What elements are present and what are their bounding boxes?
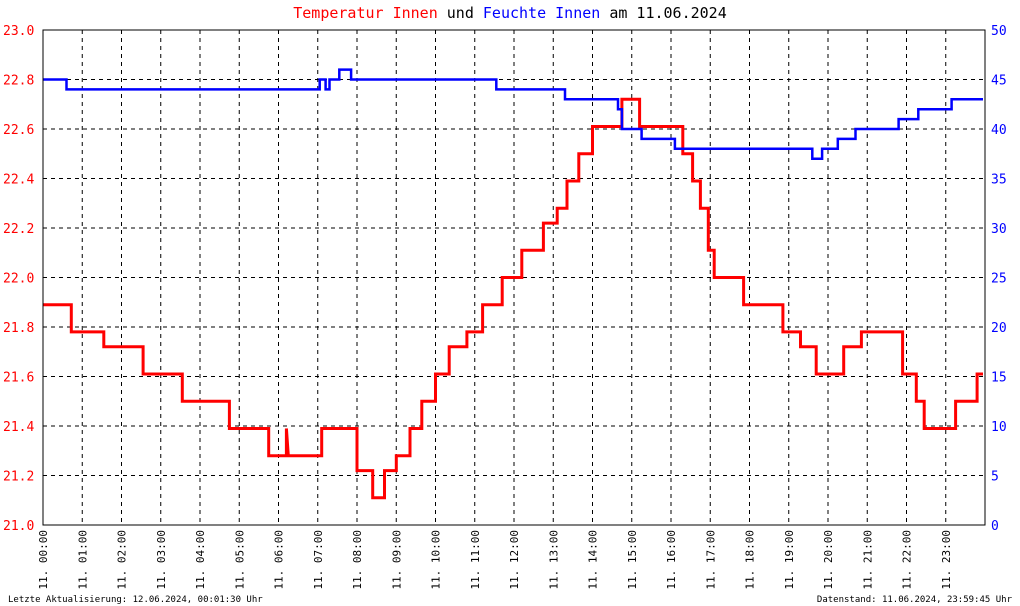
x-tick-label: 11. 04:00 [194, 530, 207, 590]
x-tick-label: 11. 08:00 [351, 530, 364, 590]
footer-left: Letzte Aktualisierung: 12.06.2024, 00:01… [8, 595, 263, 605]
y-right-tick-label: 40 [991, 123, 1007, 138]
y-left-tick-label: 21.2 [3, 470, 34, 485]
y-right-tick-label: 20 [991, 321, 1007, 336]
y-left-tick-label: 22.4 [3, 173, 34, 188]
x-tick-label: 11. 15:00 [626, 530, 639, 590]
y-left-tick-label: 21.8 [3, 321, 34, 336]
y-right-tick-label: 10 [991, 420, 1007, 435]
x-axis: 11. 00:00 11. 01:00 11. 02:00 11. 03:00 11. … [37, 530, 953, 590]
y-axis-left: 21.0 21.2 21.4 21.6 21.8 22.0 22.2 22.4 22.6 22.8… [3, 24, 34, 534]
x-tick-label: 11. 05:00 [233, 530, 246, 590]
y-right-tick-label: 25 [991, 272, 1007, 287]
grid [43, 30, 985, 525]
x-tick-label: 11. 12:00 [508, 530, 521, 590]
y-right-tick-label: 5 [991, 470, 999, 485]
y-right-tick-label: 15 [991, 371, 1007, 386]
x-tick-label: 11. 16:00 [665, 530, 678, 590]
chart-title-part: Feuchte Innen [483, 4, 600, 22]
x-tick-label: 11. 01:00 [76, 530, 89, 590]
x-tick-label: 11. 18:00 [744, 530, 757, 590]
y-right-tick-label: 45 [991, 74, 1007, 89]
chart-title-part: am 11.06.2024 [600, 4, 726, 22]
series-line-feuchte [43, 68, 983, 160]
x-tick-label: 11. 11:00 [469, 530, 482, 590]
y-right-tick-label: 50 [991, 24, 1007, 39]
x-tick-label: 11. 07:00 [312, 530, 325, 590]
y-axis-right: 0 5 10 15 20 25 30 35 40 45 50 [991, 24, 1007, 534]
y-left-tick-label: 21.0 [3, 519, 34, 534]
y-left-tick-label: 22.0 [3, 272, 34, 287]
x-tick-label: 11. 00:00 [37, 530, 50, 590]
x-tick-label: 11. 02:00 [116, 530, 129, 590]
y-left-tick-label: 22.8 [3, 74, 34, 89]
x-tick-label: 11. 06:00 [273, 530, 286, 590]
series-group [43, 68, 983, 500]
x-tick-label: 11. 21:00 [861, 530, 874, 590]
x-tick-label: 11. 03:00 [155, 530, 168, 590]
x-tick-label: 11. 22:00 [901, 530, 914, 590]
y-right-tick-label: 35 [991, 173, 1007, 188]
x-tick-label: 11. 23:00 [940, 530, 953, 590]
x-tick-label: 11. 17:00 [704, 530, 717, 590]
y-left-tick-label: 21.6 [3, 371, 34, 386]
y-right-tick-label: 0 [991, 519, 999, 534]
x-tick-label: 11. 20:00 [822, 530, 835, 590]
plot-frame [42, 29, 986, 526]
chart-title: Temperatur Innen und Feuchte Innen am 11… [293, 4, 727, 22]
x-tick-label: 11. 14:00 [587, 530, 600, 590]
y-left-tick-label: 22.2 [3, 222, 34, 237]
x-tick-label: 11. 10:00 [430, 530, 443, 590]
footer-right: Datenstand: 11.06.2024, 23:59:45 Uhr [817, 595, 1013, 605]
y-left-tick-label: 22.6 [3, 123, 34, 138]
chart-title-part: und [438, 4, 483, 22]
chart-title-part: Temperatur Innen [293, 4, 438, 22]
x-tick-label: 11. 13:00 [547, 530, 560, 590]
y-left-tick-label: 21.4 [3, 420, 34, 435]
x-tick-label: 11. 19:00 [783, 530, 796, 590]
x-tick-label: 11. 09:00 [390, 530, 403, 590]
series-line-temperatur [43, 97, 983, 500]
y-right-tick-label: 30 [991, 222, 1007, 237]
y-left-tick-label: 23.0 [3, 24, 34, 39]
